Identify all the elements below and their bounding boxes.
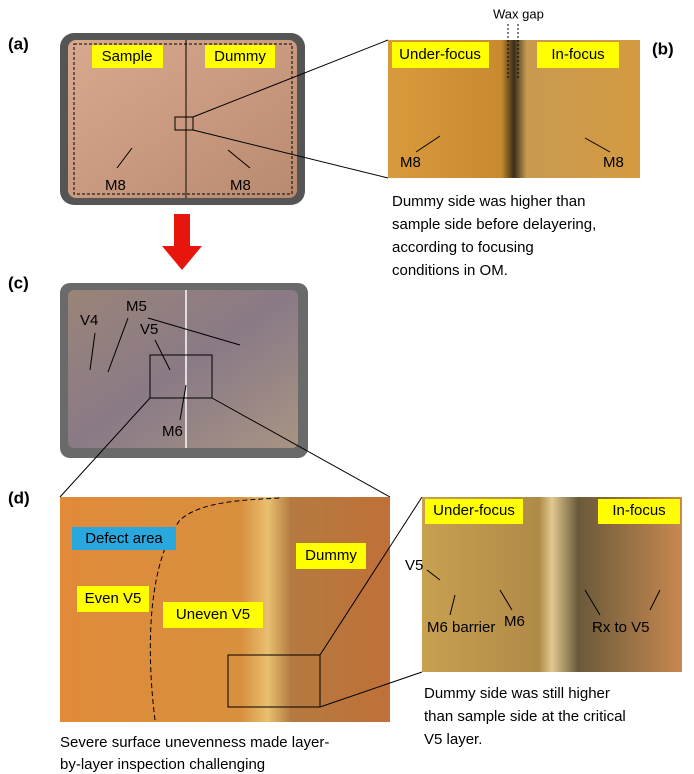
panel-label: (c) <box>8 273 29 292</box>
tag-text: Dummy <box>214 48 266 65</box>
caption-line: Dummy side was higher than <box>392 193 585 210</box>
caption-line: according to focusing <box>392 239 534 256</box>
annotation: M6 <box>504 613 525 630</box>
panel-label: (a) <box>8 34 29 53</box>
caption-line: Severe surface unevenness made layer- <box>60 734 329 751</box>
annotation: M6 <box>162 423 183 440</box>
tag-text: Under-focus <box>433 502 515 519</box>
caption-line: than sample side at the critical <box>424 708 626 725</box>
annotation: V5 <box>140 321 158 338</box>
annotation: M8 <box>105 177 126 194</box>
annotation: M6 barrier <box>427 619 495 636</box>
panel-label: (b) <box>652 39 674 58</box>
annotation: V4 <box>80 312 98 329</box>
annotation: V5 <box>405 557 423 574</box>
annotation: M8 <box>603 154 624 171</box>
caption-line: conditions in OM. <box>392 262 508 279</box>
tag-text: Uneven V5 <box>176 606 250 623</box>
sample-surface <box>68 290 298 448</box>
process-arrow <box>162 214 202 270</box>
caption-line: Dummy side was still higher <box>424 685 610 702</box>
annotation: Wax gap <box>493 6 544 21</box>
tag-text: Even V5 <box>85 590 142 607</box>
annotation: Rx to V5 <box>592 619 650 636</box>
annotation: M8 <box>230 177 251 194</box>
caption-line: by-layer inspection challenging <box>60 756 265 773</box>
annotation: M8 <box>400 154 421 171</box>
panel-label: (d) <box>8 488 30 507</box>
tag-text: In-focus <box>551 46 604 63</box>
tag-text: Sample <box>102 48 153 65</box>
tag-text: Dummy <box>305 547 357 564</box>
figure: (a) Sample Dummy M8 M8 Wax gap Under-foc… <box>0 0 694 774</box>
caption-line: V5 layer. <box>424 731 482 748</box>
caption-line: sample side before delayering, <box>392 216 596 233</box>
annotation: M5 <box>126 298 147 315</box>
tag-text: In-focus <box>612 502 665 519</box>
tag-text: Under-focus <box>399 46 481 63</box>
tag-text: Defect area <box>85 530 163 547</box>
